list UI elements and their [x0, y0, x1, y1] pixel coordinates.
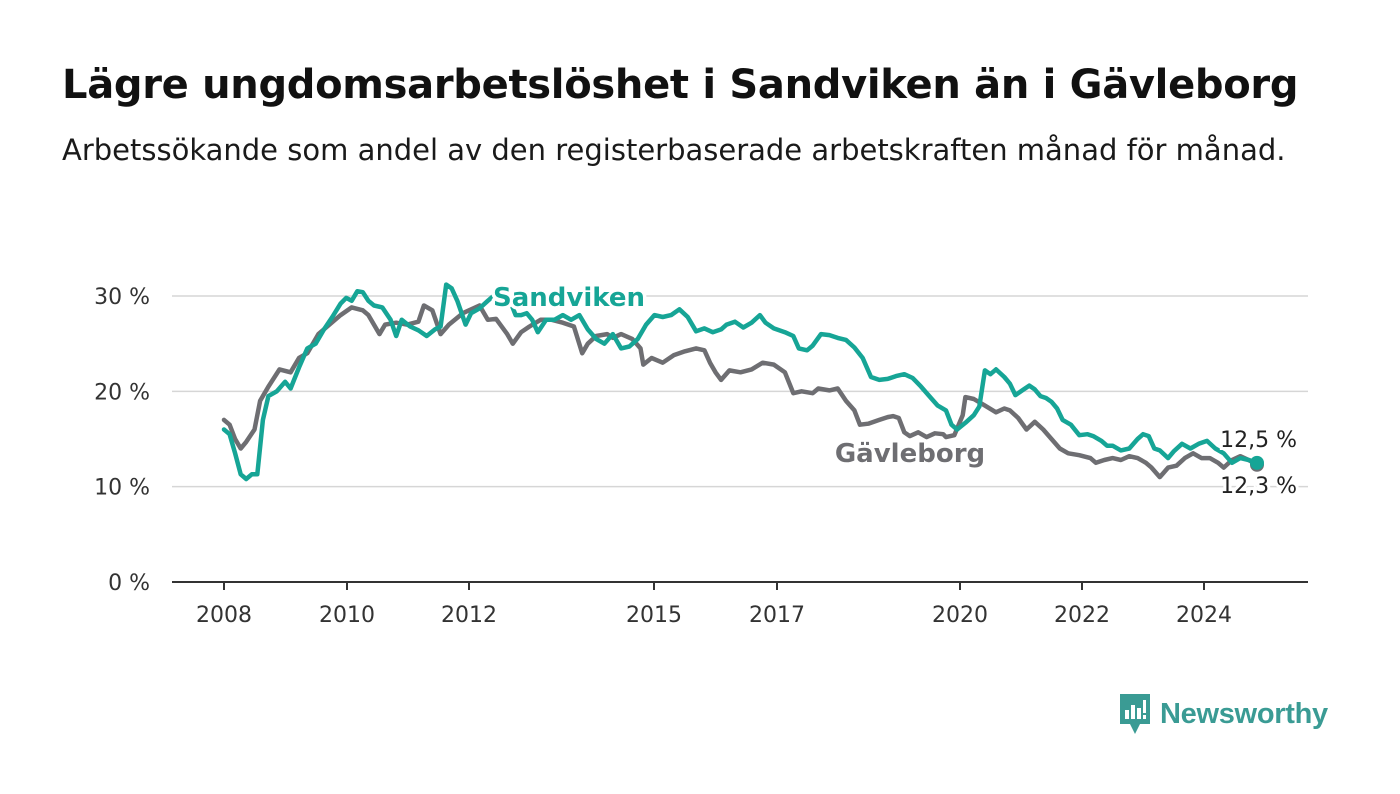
y-tick-label: 30 %	[94, 285, 150, 310]
y-tick-label: 10 %	[94, 476, 150, 501]
x-tick-label: 2020	[932, 603, 988, 628]
y-tick-label: 0 %	[108, 571, 150, 596]
x-tick-label: 2022	[1054, 603, 1110, 628]
series-line-sandviken	[221, 282, 1260, 482]
x-tick-label: 2024	[1176, 603, 1232, 628]
end-value-label-sandviken: 12,5 %	[1220, 428, 1297, 453]
brand-name: Newsworthy	[1160, 697, 1328, 730]
x-tick-label: 2012	[441, 603, 497, 628]
x-tick-label: 2015	[626, 603, 682, 628]
y-tick-label: 20 %	[94, 380, 150, 405]
series-labels: Sandviken Gävleborg 12,5 % 12,3 %	[490, 280, 1301, 503]
x-tick-label: 2017	[749, 603, 805, 628]
chart-subtitle: Arbetssökande som andel av den registerb…	[62, 133, 1286, 167]
end-marker-sandviken	[1250, 455, 1264, 470]
x-tick-label: 2010	[319, 603, 375, 628]
gridlines	[172, 295, 1308, 488]
y-axis: 0 % 10 % 20 % 30 %	[94, 285, 150, 596]
x-tick-label: 2008	[196, 603, 252, 628]
newsworthy-logo: Newsworthy	[1118, 690, 1328, 738]
series-lines	[221, 282, 1264, 482]
series-line-gavleborg	[221, 303, 1260, 480]
series-label-sandviken: Sandviken	[493, 283, 645, 313]
newsworthy-logo-icon	[1120, 694, 1150, 734]
x-axis: 2008 2010 2012 2015 2017 2020 2022 2024	[172, 581, 1308, 628]
chart-title: Lägre ungdomsarbetslöshet i Sandviken än…	[62, 62, 1299, 108]
end-value-label-gavleborg: 12,3 %	[1220, 474, 1297, 499]
series-label-gavleborg: Gävleborg	[835, 439, 985, 469]
